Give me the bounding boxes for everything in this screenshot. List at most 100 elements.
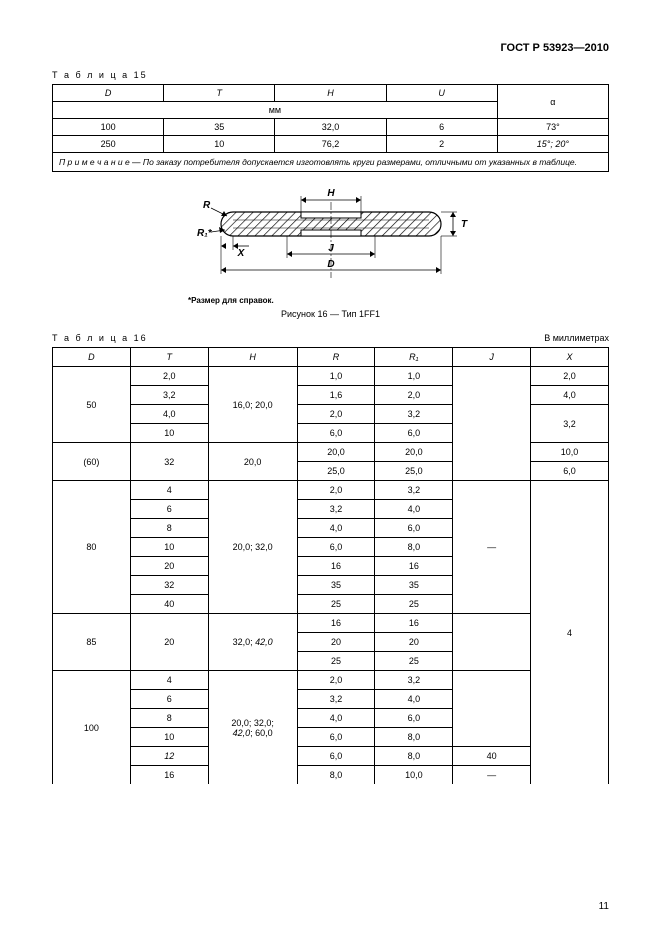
- t16-h-X: X: [567, 352, 573, 362]
- table-cell: 12: [130, 747, 208, 766]
- table-cell: 4,0: [375, 690, 453, 709]
- table-cell: 3,2: [531, 405, 609, 443]
- table-cell: 20: [130, 557, 208, 576]
- table-cell: 3,2: [297, 500, 375, 519]
- th-U: U: [438, 88, 445, 98]
- table-cell: 2,0: [375, 386, 453, 405]
- table-cell: 10,0: [375, 766, 453, 785]
- table-cell: 100: [53, 671, 131, 785]
- table-cell: 20,0: [375, 443, 453, 462]
- svg-text:X: X: [236, 248, 245, 259]
- table-cell: 16: [297, 614, 375, 633]
- table-cell: 6,0: [375, 424, 453, 443]
- th-alpha: α: [550, 97, 555, 107]
- table-cell: 16: [375, 614, 453, 633]
- table-cell: 50: [53, 367, 131, 443]
- t15-r0-T: 35: [164, 119, 275, 136]
- table-cell: —: [453, 766, 531, 785]
- table16-unit: В миллиметрах: [544, 333, 609, 343]
- table-cell: 20,0: [208, 443, 297, 481]
- table-cell: 16: [297, 557, 375, 576]
- table-cell: 3,2: [375, 405, 453, 424]
- table-cell: 35: [297, 576, 375, 595]
- table-cell: 3,2: [375, 481, 453, 500]
- table-cell: 6,0: [297, 538, 375, 557]
- t16-h-J: J: [489, 352, 494, 362]
- figure-16: H J D T R R₁*: [52, 182, 609, 290]
- t16-h-R: R: [333, 352, 340, 362]
- table-cell: 20: [297, 633, 375, 652]
- table-cell: 25,0: [297, 462, 375, 481]
- table-cell: 6: [130, 690, 208, 709]
- th-mm: мм: [53, 102, 498, 119]
- table-cell: 6,0: [297, 747, 375, 766]
- page-number: 11: [599, 901, 609, 912]
- table-cell: 8,0: [375, 538, 453, 557]
- t15-r0-a: 73°: [497, 119, 608, 136]
- table-cell: 6,0: [375, 709, 453, 728]
- figure-caption: Рисунок 16 — Тип 1FF1: [52, 309, 609, 319]
- table-cell: 4: [130, 481, 208, 500]
- svg-text:J: J: [328, 243, 334, 254]
- t15-note: П р и м е ч а н и е — По заказу потребит…: [53, 153, 609, 172]
- t15-r1-U: 2: [386, 136, 497, 153]
- t16-h-T: T: [166, 352, 172, 362]
- table-cell: 25: [375, 595, 453, 614]
- table-cell: 6,0: [297, 728, 375, 747]
- table-cell: 4,0: [531, 386, 609, 405]
- table-cell: 1,6: [297, 386, 375, 405]
- svg-text:R₁*: R₁*: [197, 228, 213, 239]
- table-cell: 2,0: [531, 367, 609, 386]
- table-cell: 8,0: [375, 728, 453, 747]
- table-cell: 4,0: [297, 519, 375, 538]
- table-cell: 25: [375, 652, 453, 671]
- table-16: D T H R R₁ J X 502,016,0; 20,01,01,02,03…: [52, 347, 609, 784]
- table-cell: 4: [130, 671, 208, 690]
- t15-r1-a: 15°; 20°: [497, 136, 608, 153]
- table-cell: 8,0: [375, 747, 453, 766]
- table-cell: 16: [130, 766, 208, 785]
- table-cell: 4,0: [297, 709, 375, 728]
- svg-text:T: T: [461, 219, 468, 230]
- table-cell: 32: [130, 443, 208, 481]
- table-cell: 3,2: [375, 671, 453, 690]
- table-cell: 1,0: [297, 367, 375, 386]
- table16-label: Т а б л и ц а 16: [52, 333, 148, 343]
- table-cell: 6,0: [531, 462, 609, 481]
- th-T: T: [217, 88, 223, 98]
- table-15: D T H U α мм 100 35 32,0 6 73° 250 10 76…: [52, 84, 609, 172]
- table-cell: 16,0; 20,0: [208, 367, 297, 443]
- svg-text:D: D: [327, 259, 334, 270]
- table-cell: 1,0: [375, 367, 453, 386]
- table-cell: [453, 671, 531, 747]
- table-cell: 32: [130, 576, 208, 595]
- table-cell: 32,0; 42,0: [208, 614, 297, 671]
- table-cell: 3,2: [297, 690, 375, 709]
- t16-h-D: D: [88, 352, 95, 362]
- table-cell: 20: [375, 633, 453, 652]
- table-cell: 10: [130, 424, 208, 443]
- table-cell: 2,0: [297, 671, 375, 690]
- table-cell: 20,0; 32,0: [208, 481, 297, 614]
- t15-r1-H: 76,2: [275, 136, 386, 153]
- table-cell: 2,0: [297, 405, 375, 424]
- table-cell: 25: [297, 595, 375, 614]
- table-cell: 8: [130, 519, 208, 538]
- svg-text:H: H: [327, 188, 335, 199]
- table-cell: (60): [53, 443, 131, 481]
- table-cell: 20,0; 32,0;42,0; 60,0: [208, 671, 297, 785]
- table-cell: 6,0: [297, 424, 375, 443]
- table-cell: 35: [375, 576, 453, 595]
- t15-r1-D: 250: [53, 136, 164, 153]
- t16-h-H: H: [249, 352, 256, 362]
- t15-r0-U: 6: [386, 119, 497, 136]
- table-cell: 8: [130, 709, 208, 728]
- table-cell: 2,0: [297, 481, 375, 500]
- t15-r0-D: 100: [53, 119, 164, 136]
- table-cell: 25,0: [375, 462, 453, 481]
- th-D: D: [105, 88, 112, 98]
- table-cell: 10: [130, 728, 208, 747]
- table-cell: 6: [130, 500, 208, 519]
- table-cell: 4: [531, 481, 609, 785]
- table-cell: 3,2: [130, 386, 208, 405]
